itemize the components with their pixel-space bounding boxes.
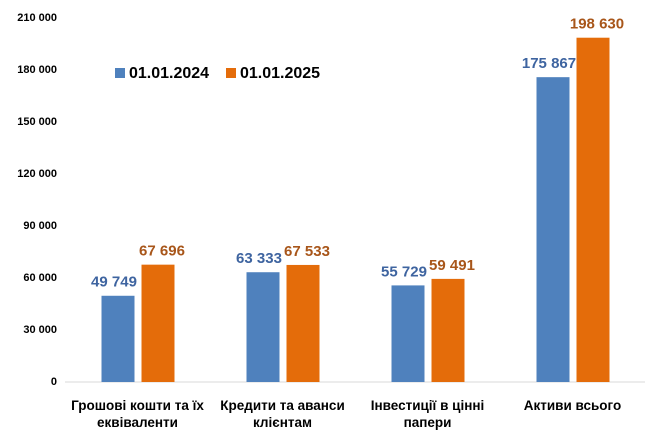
y-tick-label: 120 000 [17, 168, 57, 180]
value-label: 175 867 [522, 55, 576, 72]
legend-label: 01.01.2025 [240, 65, 320, 82]
value-label: 67 696 [139, 243, 185, 260]
y-tick-label: 180 000 [17, 64, 57, 76]
bar [101, 295, 135, 382]
bar [141, 264, 175, 382]
bar [246, 272, 280, 382]
bar [286, 264, 320, 382]
bar [431, 278, 465, 382]
x-tick-label: Інвестиції в цінні папери [370, 398, 485, 430]
x-tick-label: Кредити та аванси клієнтам [220, 398, 345, 430]
value-label: 59 491 [429, 257, 475, 274]
x-tick-label: Активи всього [523, 398, 622, 413]
y-tick-label: 0 [51, 376, 57, 388]
bar [536, 77, 570, 382]
y-tick-label: 150 000 [17, 116, 57, 128]
value-label: 49 749 [91, 274, 137, 291]
bar [576, 37, 610, 382]
legend-swatch [115, 68, 125, 78]
value-label: 55 729 [381, 263, 427, 280]
y-tick-label: 90 000 [23, 220, 57, 232]
legend-label: 01.01.2024 [129, 65, 209, 82]
value-label: 67 533 [284, 243, 330, 260]
value-label: 63 333 [236, 250, 282, 267]
y-tick-label: 60 000 [23, 272, 57, 284]
value-label: 198 630 [570, 16, 624, 33]
legend-swatch [226, 68, 236, 78]
y-tick-label: 30 000 [23, 324, 57, 336]
bar [391, 285, 425, 382]
y-tick-label: 210 000 [17, 12, 57, 24]
x-tick-label: Грошові кошти та їх еквіваленти [71, 398, 204, 430]
